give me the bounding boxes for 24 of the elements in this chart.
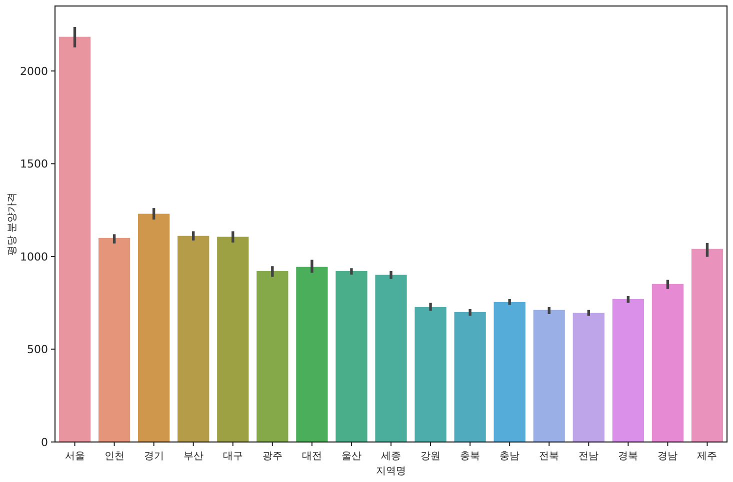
- x-tick-label: 경북: [618, 451, 638, 462]
- y-tick-label: 2000: [20, 64, 48, 78]
- x-tick-label: 전남: [578, 451, 599, 462]
- y-tick-label: 1000: [20, 250, 48, 264]
- x-tick-label: 경남: [658, 451, 678, 462]
- x-tick-label: 강원: [420, 451, 441, 462]
- y-tick-label: 1500: [20, 158, 48, 171]
- x-tick-label: 제주: [697, 451, 718, 462]
- x-tick-label: 대전: [302, 451, 322, 462]
- x-tick-label: 경기: [144, 451, 164, 462]
- x-tick-label: 광주: [262, 451, 282, 462]
- x-tick-label: 세종: [381, 451, 401, 462]
- x-tick-label: 전북: [539, 451, 560, 462]
- y-tick-label: 0: [41, 436, 48, 449]
- x-tick-label: 충남: [500, 451, 520, 462]
- y-tick-label: 500: [27, 343, 48, 356]
- x-tick-label: 인천: [104, 451, 124, 462]
- x-tick-label: 서울: [64, 451, 85, 462]
- y-axis-title: 평당 분양가격: [7, 192, 18, 256]
- x-tick-label: 대구: [222, 451, 243, 462]
- x-tick-label: 울산: [341, 451, 362, 462]
- x-tick-label: 충북: [460, 451, 480, 462]
- x-axis-title: 지역명: [376, 466, 406, 477]
- x-tick-label: 부산: [183, 451, 204, 462]
